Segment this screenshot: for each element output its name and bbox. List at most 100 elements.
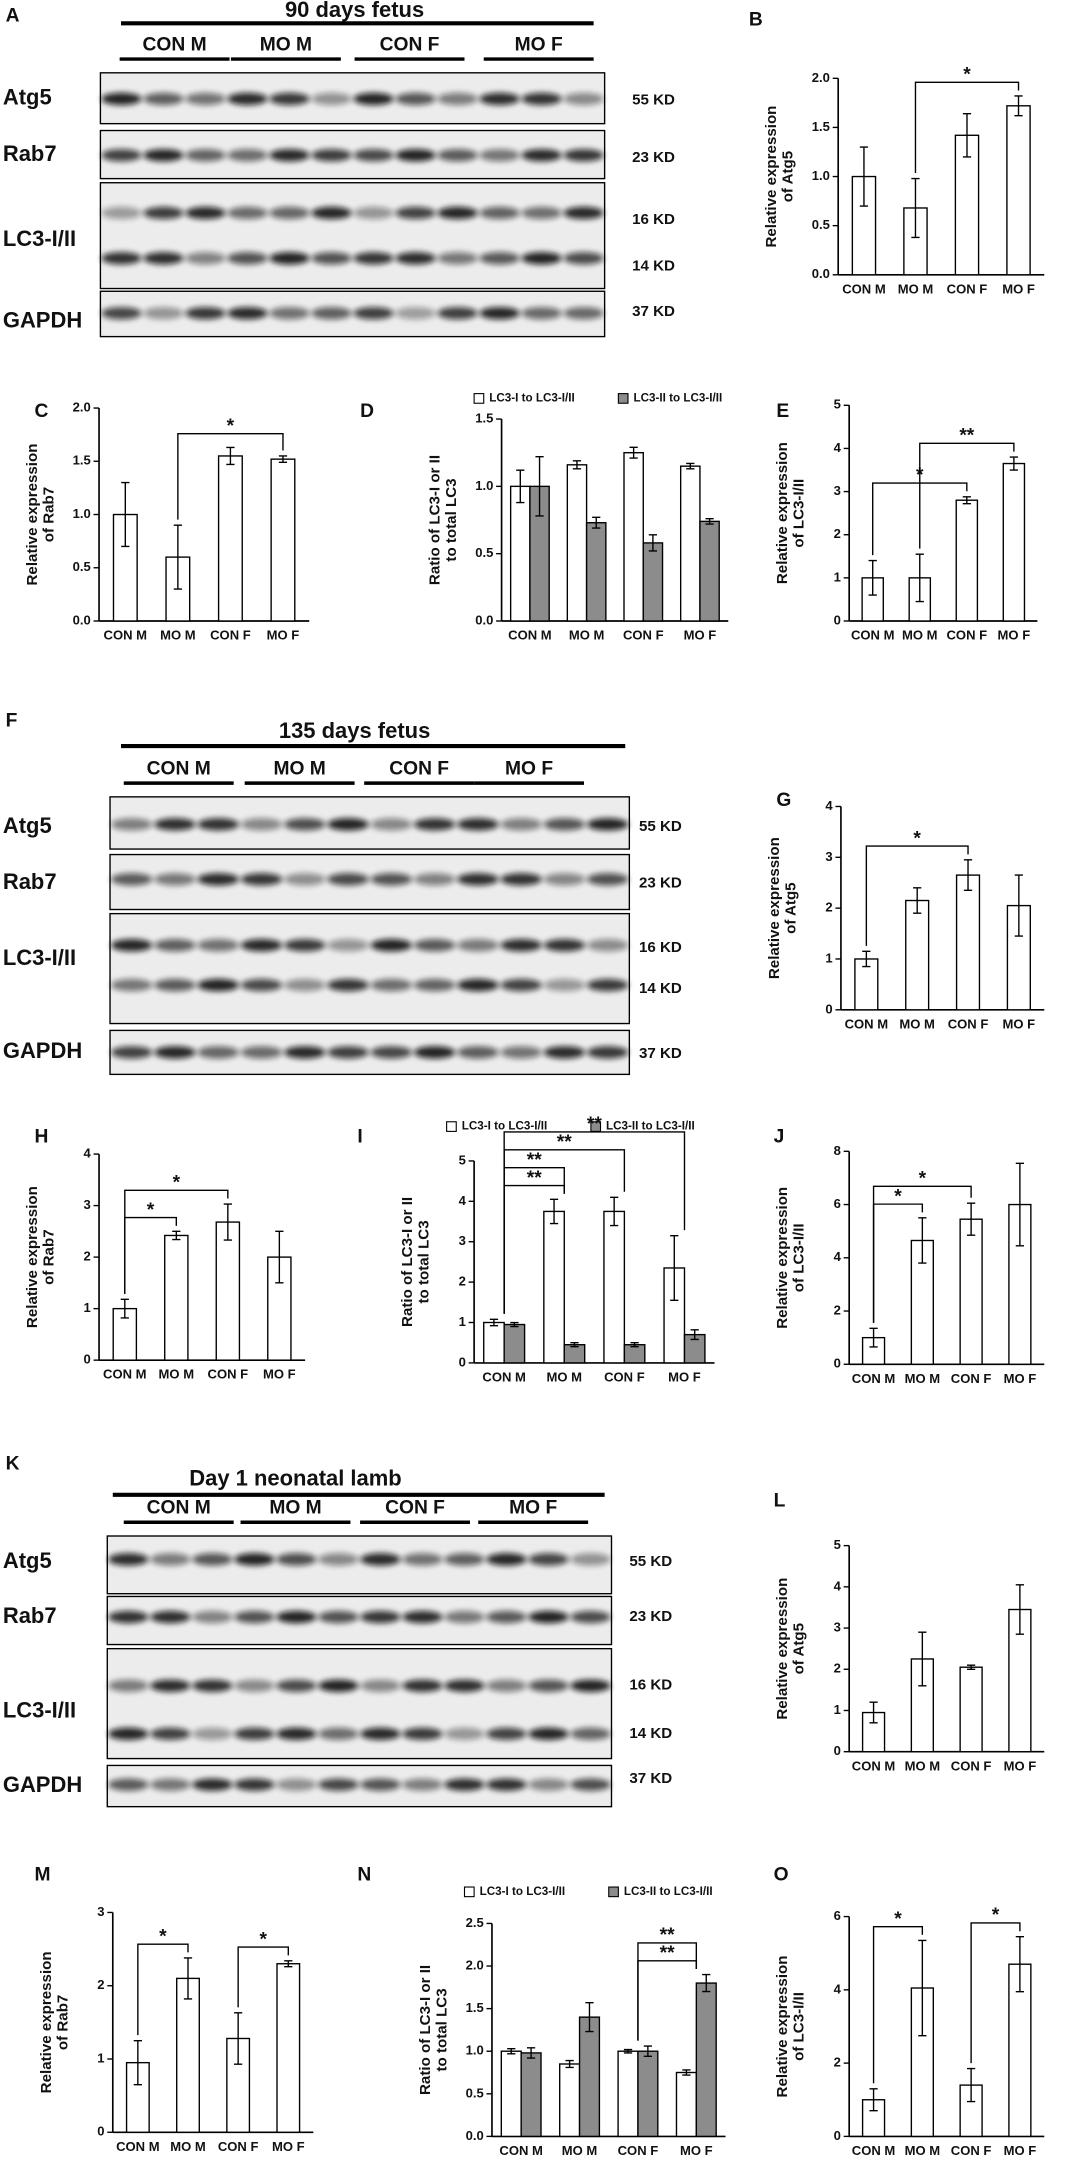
protein-label: GAPDH [3, 307, 82, 332]
band [543, 1046, 586, 1059]
y-tick-label: 0.5 [73, 559, 91, 574]
x-tick-label: CON F [218, 2139, 259, 2154]
x-tick-label: CON M [852, 2143, 896, 2157]
band [413, 939, 456, 952]
error-bar [915, 553, 924, 603]
y-tick-label: 2.0 [466, 1957, 484, 1972]
protein-label: GAPDH [3, 1038, 82, 1063]
panel-letter: M [34, 1864, 50, 1885]
significance-bracket [865, 845, 969, 946]
band [108, 1778, 149, 1791]
y-tick-label: 2 [834, 526, 841, 541]
significance-bracket [637, 1942, 698, 2041]
band [154, 873, 196, 886]
band [327, 978, 369, 992]
error-bar [966, 1664, 976, 1670]
band [586, 978, 629, 992]
y-tick-label: 1.5 [812, 119, 830, 134]
band [586, 1046, 629, 1059]
error-bar [963, 859, 973, 892]
bar [585, 522, 607, 622]
band [444, 1679, 485, 1692]
bar [637, 2050, 659, 2138]
blot-box [106, 1647, 613, 1760]
band [110, 818, 153, 831]
band [154, 939, 196, 952]
legend-label: LC3-I to LC3-I/II [480, 1885, 565, 1898]
x-tick-label: MO M [905, 2143, 941, 2157]
band [240, 1046, 283, 1059]
group-label: MO M [273, 758, 325, 779]
y-tick-label: 1.5 [475, 410, 493, 425]
significance-bracket [124, 1189, 229, 1294]
y-tick-label: 0.5 [466, 2085, 484, 2100]
y-tick-label: 0.0 [475, 612, 493, 627]
panel-letter: A [6, 6, 20, 27]
bar [1002, 462, 1026, 622]
band [528, 1679, 569, 1692]
x-tick-label: MO M [160, 628, 196, 643]
significance-bracket [970, 1922, 1021, 2064]
error-bar [1014, 95, 1023, 117]
significance-bracket [872, 1925, 924, 2084]
blot-box [99, 290, 606, 338]
error-bar [868, 559, 877, 596]
band [444, 1610, 485, 1624]
x-tick-label: MO F [1004, 1371, 1037, 1386]
y-axis-label: to total LC3 [416, 1220, 433, 1303]
band [284, 978, 326, 992]
y-axis-label: to total LC3 [443, 478, 460, 561]
error-bar [911, 177, 920, 239]
band [563, 149, 604, 162]
y-tick-label: 3 [459, 1233, 466, 1248]
y-tick-label: 0.5 [475, 545, 493, 560]
size-label: 37 KD [629, 1770, 672, 1787]
band [402, 1778, 443, 1791]
band [150, 1610, 191, 1624]
y-tick-label: 1.0 [466, 2043, 484, 2058]
y-tick-label: 0.0 [73, 612, 91, 627]
size-label: 55 KD [632, 91, 675, 108]
significance-label: * [963, 64, 971, 85]
error-bar [1015, 1584, 1025, 1635]
y-tick-label: 4 [84, 1146, 92, 1161]
band [185, 149, 226, 162]
y-tick-label: 1.0 [812, 168, 830, 183]
legend-label: LC3-II to LC3-I/II [633, 392, 722, 405]
y-tick-label: 3 [834, 483, 841, 498]
band [486, 1610, 527, 1624]
protein-label: Atg5 [3, 85, 52, 110]
x-tick-label: MO M [170, 2139, 206, 2154]
band [457, 978, 499, 992]
y-tick-label: 4 [825, 798, 833, 813]
error-bar [869, 1327, 878, 1348]
bar [695, 1982, 717, 2138]
y-axis-label: Ratio of LC3-I or II [427, 455, 444, 585]
panel-letter: D [360, 401, 374, 422]
legend-swatch [463, 1886, 475, 1898]
band [318, 1679, 359, 1692]
blot-title: 90 days fetus [285, 0, 424, 22]
x-tick-label: CON F [210, 628, 251, 643]
error-bar [670, 1234, 679, 1301]
y-tick-label: 0 [84, 1352, 91, 1367]
bar [959, 1218, 983, 1365]
band [154, 1046, 196, 1059]
band [457, 1046, 499, 1059]
band [413, 978, 456, 992]
error-bar [643, 2045, 652, 2058]
significance-label: ** [557, 1132, 572, 1153]
y-tick-label: 0 [834, 2128, 841, 2143]
error-bar [234, 2012, 243, 2065]
x-tick-label: MO M [569, 628, 605, 643]
error-bar [682, 2069, 691, 2076]
x-tick-label: CON F [623, 628, 664, 643]
error-bar [284, 1960, 293, 1968]
significance-label: * [919, 1168, 927, 1189]
band [500, 873, 542, 886]
panel-letter: J [774, 1127, 785, 1148]
band [353, 252, 394, 265]
band [234, 1610, 275, 1624]
y-axis-label: Relative expression [774, 442, 791, 584]
